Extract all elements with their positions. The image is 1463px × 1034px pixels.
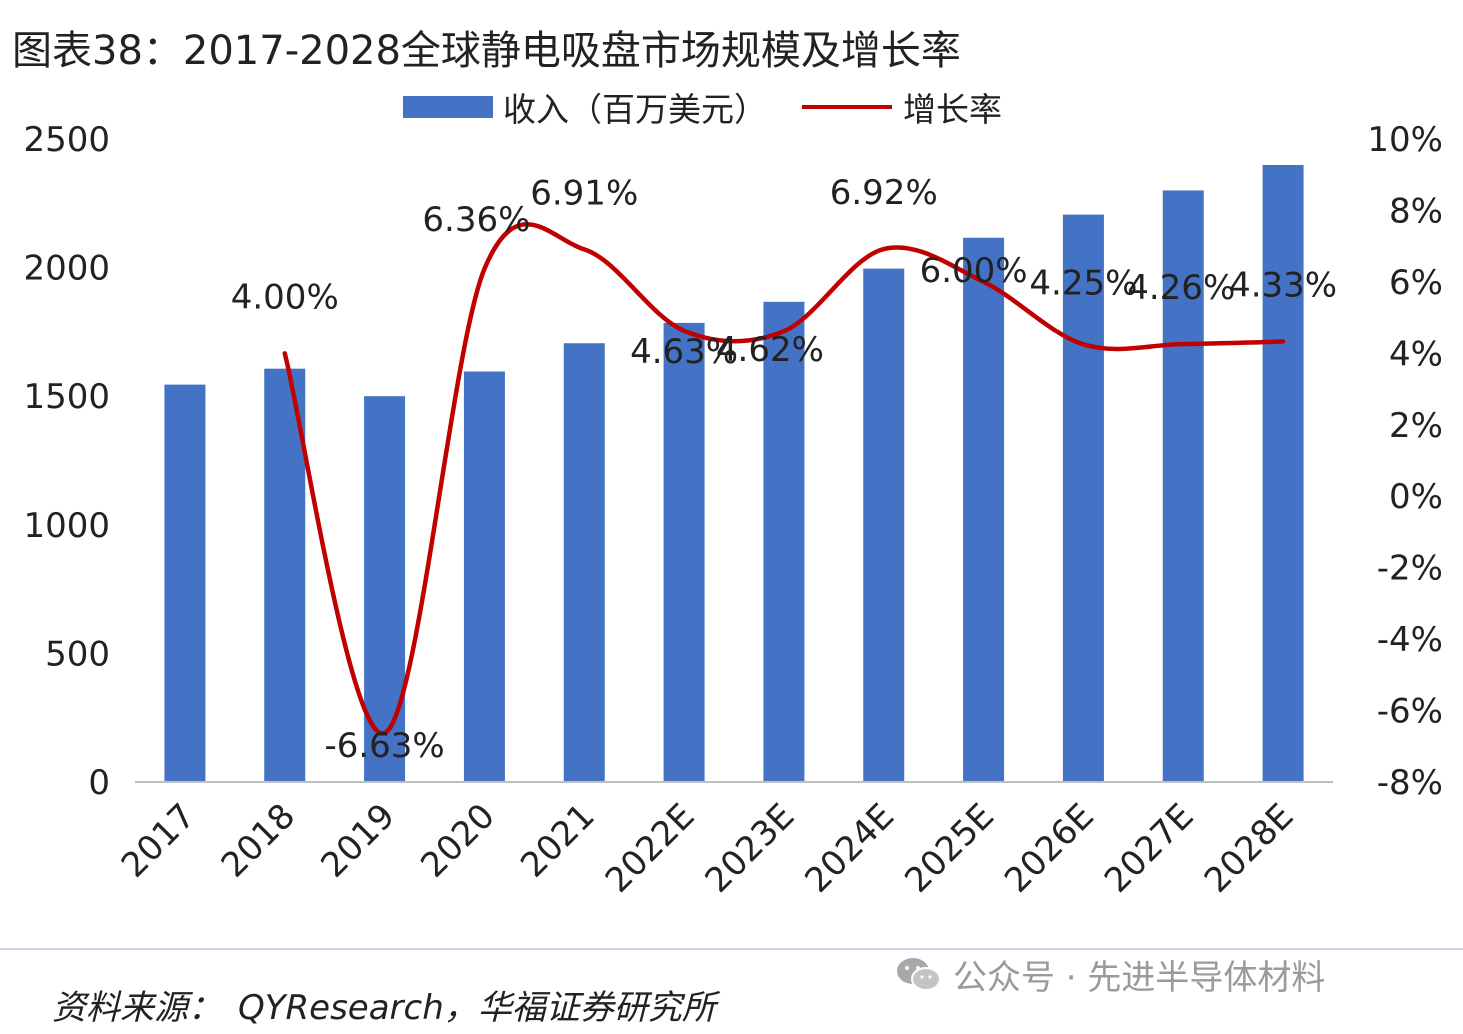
bar [264,368,306,782]
bar [1262,164,1304,783]
legend: 收入（百万美元） 增长率 [403,90,1002,129]
data-label: 6.92% [830,173,938,213]
right-tick-label: 8% [1389,191,1443,231]
bar [463,371,505,782]
x-axis: 2017 2018 2019 2020 20212022E2023E2024E2025E… [114,796,1302,901]
source-label: 资料来源： [52,988,222,1028]
watermark: 公众号 · 先进半导体材料 [895,950,1325,999]
source-value: QYResearch，华福证券研究所 [238,988,716,1028]
right-tick-label: 0% [1389,477,1443,517]
legend-label-bar: 收入（百万美元） [503,90,767,129]
right-tick-label: 6% [1389,263,1443,303]
left-axis: 0 500 1000 1500 2000 2500 [23,120,110,803]
left-tick-label: 2500 [23,120,110,160]
x-tick-label: 2026E [997,796,1102,901]
bar [663,322,705,782]
data-labels: 4.00% -6.63% 6.36%6.91% 4.63%4.62% 6.92% 6.00… [231,173,1337,766]
right-tick-label: 4% [1389,334,1443,374]
x-tick-label: 2022E [598,796,703,901]
right-tick-label: 2% [1389,406,1443,446]
right-tick-label: 10% [1367,120,1443,160]
x-tick-label: 2019 [313,796,402,885]
growth-line [282,221,1286,736]
data-label: 4.00% [231,277,339,317]
left-tick-label: 1500 [23,377,110,417]
watermark-text: 公众号 · 先进半导体材料 [953,958,1326,998]
bar [963,237,1005,783]
data-label: 4.62% [716,330,824,370]
bar [164,384,206,782]
data-label: 4.25% [1029,263,1137,303]
data-label: -6.63% [324,726,444,766]
left-tick-label: 500 [45,634,110,674]
bar [1062,214,1104,782]
bar [563,343,605,782]
x-tick-label: 2023E [698,796,803,901]
left-tick-label: 1000 [23,506,110,546]
x-tick-label: 2017 [114,796,203,885]
right-tick-label: -8% [1377,763,1443,803]
chart-title: 图表38：2017-2028全球静电吸盘市场规模及增长率 [12,28,961,74]
bar [763,301,805,782]
right-tick-label: -2% [1377,549,1443,589]
x-tick-label: 2028E [1197,796,1302,901]
x-tick-label: 2025E [897,796,1002,901]
x-tick-label: 2027E [1097,796,1202,901]
left-tick-label: 0 [88,763,110,803]
data-label: 4.26% [1127,268,1235,308]
data-label: 6.36% [422,200,530,240]
x-tick-label: 2021 [513,796,602,885]
data-label: 4.63% [630,332,738,372]
footer-divider [0,948,1463,950]
legend-swatch-bar [403,96,493,118]
x-tick-label: 2020 [413,796,502,885]
data-label: 4.33% [1229,266,1337,306]
right-tick-label: -4% [1377,620,1443,660]
bar [1162,190,1204,782]
data-label: 6.00% [920,251,1028,291]
left-tick-label: 2000 [23,249,110,289]
x-tick-label: 2024E [797,796,902,901]
source-note: 资料来源： QYResearch，华福证券研究所 [52,980,716,1029]
line-series [282,221,1286,736]
x-tick-label: 2018 [214,796,303,885]
wechat-icon [897,957,941,991]
data-label: 6.91% [530,173,638,213]
legend-label-line: 增长率 [903,90,1002,129]
bar-series [164,164,1304,783]
right-axis: -8% -6% -4% -2% 0% 2% 4% 6% 8% 10% [1367,120,1443,803]
bar [863,268,905,783]
right-tick-label: -6% [1377,692,1443,732]
